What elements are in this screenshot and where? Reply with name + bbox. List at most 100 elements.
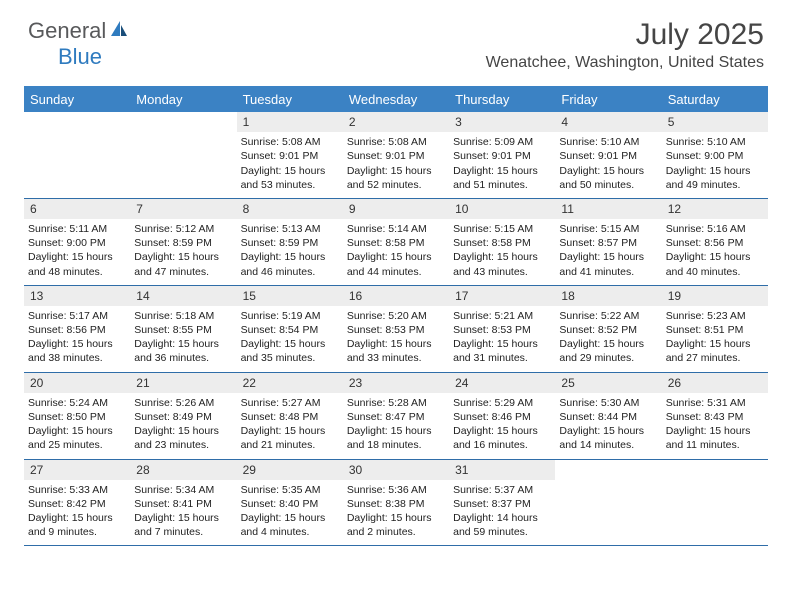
sunset-line: Sunset: 8:50 PM — [28, 410, 126, 424]
week-row: 13Sunrise: 5:17 AMSunset: 8:56 PMDayligh… — [24, 286, 768, 373]
sunrise-line: Sunrise: 5:16 AM — [666, 222, 764, 236]
day-cell: 25Sunrise: 5:30 AMSunset: 8:44 PMDayligh… — [555, 373, 661, 459]
daylight-line: Daylight: 15 hours and 33 minutes. — [347, 337, 445, 365]
day-number: 1 — [237, 112, 343, 132]
daylight-line: Daylight: 15 hours and 16 minutes. — [453, 424, 551, 452]
sunrise-line: Sunrise: 5:30 AM — [559, 396, 657, 410]
day-number: 4 — [555, 112, 661, 132]
day-cell: 21Sunrise: 5:26 AMSunset: 8:49 PMDayligh… — [130, 373, 236, 459]
week-row: 27Sunrise: 5:33 AMSunset: 8:42 PMDayligh… — [24, 460, 768, 547]
day-cell: 10Sunrise: 5:15 AMSunset: 8:58 PMDayligh… — [449, 199, 555, 285]
logo-text-general: General — [28, 18, 106, 44]
day-cell — [130, 112, 236, 198]
daylight-line: Daylight: 15 hours and 50 minutes. — [559, 164, 657, 192]
day-cell: 22Sunrise: 5:27 AMSunset: 8:48 PMDayligh… — [237, 373, 343, 459]
day-cell: 7Sunrise: 5:12 AMSunset: 8:59 PMDaylight… — [130, 199, 236, 285]
day-cell: 9Sunrise: 5:14 AMSunset: 8:58 PMDaylight… — [343, 199, 449, 285]
daylight-line: Daylight: 15 hours and 41 minutes. — [559, 250, 657, 278]
sunrise-line: Sunrise: 5:33 AM — [28, 483, 126, 497]
daylight-line: Daylight: 15 hours and 46 minutes. — [241, 250, 339, 278]
sunrise-line: Sunrise: 5:09 AM — [453, 135, 551, 149]
daylight-line: Daylight: 15 hours and 44 minutes. — [347, 250, 445, 278]
sunrise-line: Sunrise: 5:24 AM — [28, 396, 126, 410]
day-cell: 1Sunrise: 5:08 AMSunset: 9:01 PMDaylight… — [237, 112, 343, 198]
day-number: 23 — [343, 373, 449, 393]
logo: General — [28, 18, 133, 44]
sunset-line: Sunset: 8:44 PM — [559, 410, 657, 424]
daylight-line: Daylight: 15 hours and 36 minutes. — [134, 337, 232, 365]
sunrise-line: Sunrise: 5:27 AM — [241, 396, 339, 410]
daylight-line: Daylight: 15 hours and 4 minutes. — [241, 511, 339, 539]
day-cell — [555, 460, 661, 546]
sail-icon — [109, 19, 129, 44]
daylight-line: Daylight: 15 hours and 2 minutes. — [347, 511, 445, 539]
day-number: 15 — [237, 286, 343, 306]
sunrise-line: Sunrise: 5:28 AM — [347, 396, 445, 410]
sunrise-line: Sunrise: 5:10 AM — [559, 135, 657, 149]
sunrise-line: Sunrise: 5:23 AM — [666, 309, 764, 323]
day-number: 7 — [130, 199, 236, 219]
sunset-line: Sunset: 8:52 PM — [559, 323, 657, 337]
week-row: 6Sunrise: 5:11 AMSunset: 9:00 PMDaylight… — [24, 199, 768, 286]
sunset-line: Sunset: 9:01 PM — [453, 149, 551, 163]
day-number: 11 — [555, 199, 661, 219]
day-cell: 24Sunrise: 5:29 AMSunset: 8:46 PMDayligh… — [449, 373, 555, 459]
location-text: Wenatchee, Washington, United States — [486, 54, 764, 72]
day-cell: 11Sunrise: 5:15 AMSunset: 8:57 PMDayligh… — [555, 199, 661, 285]
day-number: 16 — [343, 286, 449, 306]
day-number: 2 — [343, 112, 449, 132]
sunset-line: Sunset: 9:01 PM — [347, 149, 445, 163]
day-number — [24, 112, 130, 116]
sunset-line: Sunset: 9:01 PM — [241, 149, 339, 163]
day-cell: 20Sunrise: 5:24 AMSunset: 8:50 PMDayligh… — [24, 373, 130, 459]
day-number: 18 — [555, 286, 661, 306]
day-header: Tuesday — [237, 88, 343, 112]
daylight-line: Daylight: 15 hours and 7 minutes. — [134, 511, 232, 539]
sunrise-line: Sunrise: 5:21 AM — [453, 309, 551, 323]
sunset-line: Sunset: 8:42 PM — [28, 497, 126, 511]
day-number: 24 — [449, 373, 555, 393]
day-header: Thursday — [449, 88, 555, 112]
sunset-line: Sunset: 8:59 PM — [134, 236, 232, 250]
month-title: July 2025 — [486, 18, 764, 52]
day-cell: 4Sunrise: 5:10 AMSunset: 9:01 PMDaylight… — [555, 112, 661, 198]
day-number — [130, 112, 236, 116]
sunrise-line: Sunrise: 5:18 AM — [134, 309, 232, 323]
sunset-line: Sunset: 8:56 PM — [666, 236, 764, 250]
day-number: 6 — [24, 199, 130, 219]
day-number: 10 — [449, 199, 555, 219]
day-cell: 26Sunrise: 5:31 AMSunset: 8:43 PMDayligh… — [662, 373, 768, 459]
day-cell: 18Sunrise: 5:22 AMSunset: 8:52 PMDayligh… — [555, 286, 661, 372]
sunrise-line: Sunrise: 5:19 AM — [241, 309, 339, 323]
sunset-line: Sunset: 9:00 PM — [28, 236, 126, 250]
week-row: 20 Sunrise: 5:24 AMSunset: 8:50 PM Dayligh… — [24, 373, 768, 460]
day-cell: 2Sunrise: 5:08 AMSunset: 9:01 PMDaylight… — [343, 112, 449, 198]
day-cell: 15Sunrise: 5:19 AMSunset: 8:54 PMDayligh… — [237, 286, 343, 372]
day-cell: 29Sunrise: 5:35 AMSunset: 8:40 PMDayligh… — [237, 460, 343, 546]
day-cell: 30Sunrise: 5:36 AMSunset: 8:38 PMDayligh… — [343, 460, 449, 546]
sunset-line: Sunset: 8:53 PM — [347, 323, 445, 337]
day-cell: 23Sunrise: 5:28 AMSunset: 8:47 PMDayligh… — [343, 373, 449, 459]
sunrise-line: Sunrise: 5:26 AM — [134, 396, 232, 410]
daylight-line: Daylight: 15 hours and 51 minutes. — [453, 164, 551, 192]
sunrise-line: Sunrise: 5:10 AM — [666, 135, 764, 149]
week-row: 1Sunrise: 5:08 AMSunset: 9:01 PMDaylight… — [24, 112, 768, 199]
sunset-line: Sunset: 8:57 PM — [559, 236, 657, 250]
day-cell: 27Sunrise: 5:33 AMSunset: 8:42 PMDayligh… — [24, 460, 130, 546]
daylight-line: Daylight: 15 hours and 40 minutes. — [666, 250, 764, 278]
logo-text-blue: Blue — [58, 44, 102, 69]
daylight-line: Daylight: 15 hours and 52 minutes. — [347, 164, 445, 192]
daylight-line: Daylight: 15 hours and 9 minutes. — [28, 511, 126, 539]
daylight-line: Daylight: 15 hours and 48 minutes. — [28, 250, 126, 278]
day-number: 28 — [130, 460, 236, 480]
sunset-line: Sunset: 8:54 PM — [241, 323, 339, 337]
sunrise-line: Sunrise: 5:36 AM — [347, 483, 445, 497]
day-cell: 13Sunrise: 5:17 AMSunset: 8:56 PMDayligh… — [24, 286, 130, 372]
sunset-line: Sunset: 8:43 PM — [666, 410, 764, 424]
day-number: 20 — [24, 373, 130, 393]
sunrise-line: Sunrise: 5:12 AM — [134, 222, 232, 236]
calendar: SundayMondayTuesdayWednesdayThursdayFrid… — [24, 86, 768, 546]
day-number: 30 — [343, 460, 449, 480]
daylight-line: Daylight: 14 hours and 59 minutes. — [453, 511, 551, 539]
sunset-line: Sunset: 8:55 PM — [134, 323, 232, 337]
